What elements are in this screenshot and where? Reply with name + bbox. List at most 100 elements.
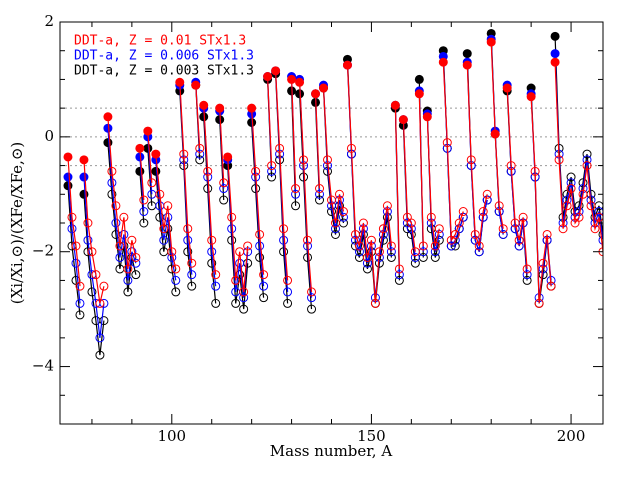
- series-line: [530, 96, 552, 304]
- data-point: [271, 66, 281, 76]
- data-point: [486, 37, 496, 47]
- data-point: [346, 143, 356, 153]
- data-point: [386, 247, 396, 257]
- data-point: [71, 258, 81, 268]
- data-point: [430, 241, 440, 251]
- data-point: [187, 258, 197, 268]
- data-point: [450, 229, 460, 239]
- data-point: [558, 224, 568, 234]
- data-point: [267, 166, 277, 176]
- series-line: [83, 194, 105, 356]
- data-point: [283, 287, 293, 297]
- series-line: [442, 62, 464, 242]
- data-point: [542, 229, 552, 239]
- data-point: [107, 178, 117, 188]
- data-point: [287, 74, 297, 84]
- data-point: [470, 229, 480, 239]
- data-point: [291, 201, 301, 211]
- series-line: [203, 105, 217, 275]
- series-line: [418, 93, 424, 247]
- data-point: [123, 287, 133, 297]
- data-point: [462, 60, 472, 70]
- data-point: [550, 57, 560, 67]
- data-point: [386, 252, 396, 262]
- data-point: [414, 89, 424, 99]
- data-point: [235, 247, 245, 257]
- data-point: [291, 189, 301, 199]
- data-point: [330, 218, 340, 228]
- data-point: [207, 235, 217, 245]
- data-point: [354, 247, 364, 257]
- data-point: [119, 229, 129, 239]
- series-line: [466, 62, 488, 252]
- data-point: [167, 247, 177, 257]
- data-point: [410, 258, 420, 268]
- data-point: [131, 258, 141, 268]
- x-axis-label: Mass number, A: [270, 442, 393, 460]
- data-point: [171, 275, 181, 285]
- series-line: [291, 79, 297, 189]
- data-point: [175, 77, 185, 87]
- series-line: [466, 65, 488, 247]
- data-point: [426, 212, 436, 222]
- series-line: [402, 119, 416, 252]
- data-point: [350, 229, 360, 239]
- data-point: [442, 138, 452, 148]
- data-point: [167, 264, 177, 274]
- data-point: [330, 224, 340, 234]
- series-line: [490, 42, 504, 229]
- series-line: [394, 105, 400, 269]
- data-point: [566, 184, 576, 194]
- series-line: [107, 128, 137, 281]
- data-point: [219, 195, 229, 205]
- data-point: [283, 298, 293, 308]
- data-point: [362, 252, 372, 262]
- data-point: [406, 218, 416, 228]
- data-point: [338, 212, 348, 222]
- data-point: [374, 247, 384, 257]
- data-point: [574, 212, 584, 222]
- data-point: [478, 207, 488, 217]
- data-point: [342, 60, 352, 70]
- data-point: [386, 241, 396, 251]
- data-point: [394, 270, 404, 280]
- data-point: [510, 218, 520, 228]
- data-point: [382, 201, 392, 211]
- data-point: [394, 264, 404, 274]
- data-point: [259, 281, 269, 291]
- data-point: [139, 207, 149, 217]
- data-point: [267, 161, 277, 171]
- data-point: [474, 247, 484, 257]
- data-point: [103, 112, 113, 122]
- legend-entry: DDT-a, Z = 0.01 STx1.3: [74, 34, 246, 49]
- data-point: [63, 152, 73, 162]
- data-point: [183, 235, 193, 245]
- series-line: [299, 82, 313, 292]
- data-point: [410, 252, 420, 262]
- data-point: [307, 287, 317, 297]
- data-point: [594, 212, 603, 222]
- data-point: [522, 264, 532, 274]
- series-line: [83, 177, 105, 338]
- data-point: [414, 74, 424, 84]
- data-point: [219, 178, 229, 188]
- data-point: [183, 247, 193, 257]
- data-point: [366, 235, 376, 245]
- data-point: [562, 201, 572, 211]
- data-point: [522, 275, 532, 285]
- data-point: [163, 201, 173, 211]
- data-point: [199, 100, 209, 110]
- data-point: [123, 275, 133, 285]
- legend-entry: DDT-a, Z = 0.003 STx1.3: [74, 64, 254, 79]
- data-point: [203, 166, 213, 176]
- data-point: [267, 172, 277, 182]
- data-point: [211, 298, 221, 308]
- data-point: [263, 72, 273, 82]
- data-point: [566, 172, 576, 182]
- data-point: [338, 207, 348, 217]
- data-point: [131, 270, 141, 280]
- data-point: [590, 224, 600, 234]
- series-line: [442, 56, 464, 248]
- data-point: [219, 184, 229, 194]
